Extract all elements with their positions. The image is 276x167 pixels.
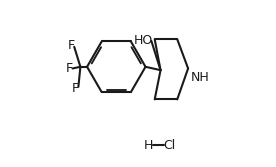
Text: NH: NH: [191, 71, 210, 84]
Text: F: F: [68, 39, 75, 52]
Text: F: F: [66, 62, 73, 75]
Text: HO: HO: [134, 34, 153, 47]
Text: F: F: [72, 82, 79, 95]
Text: H: H: [144, 139, 153, 152]
Text: Cl: Cl: [163, 139, 175, 152]
